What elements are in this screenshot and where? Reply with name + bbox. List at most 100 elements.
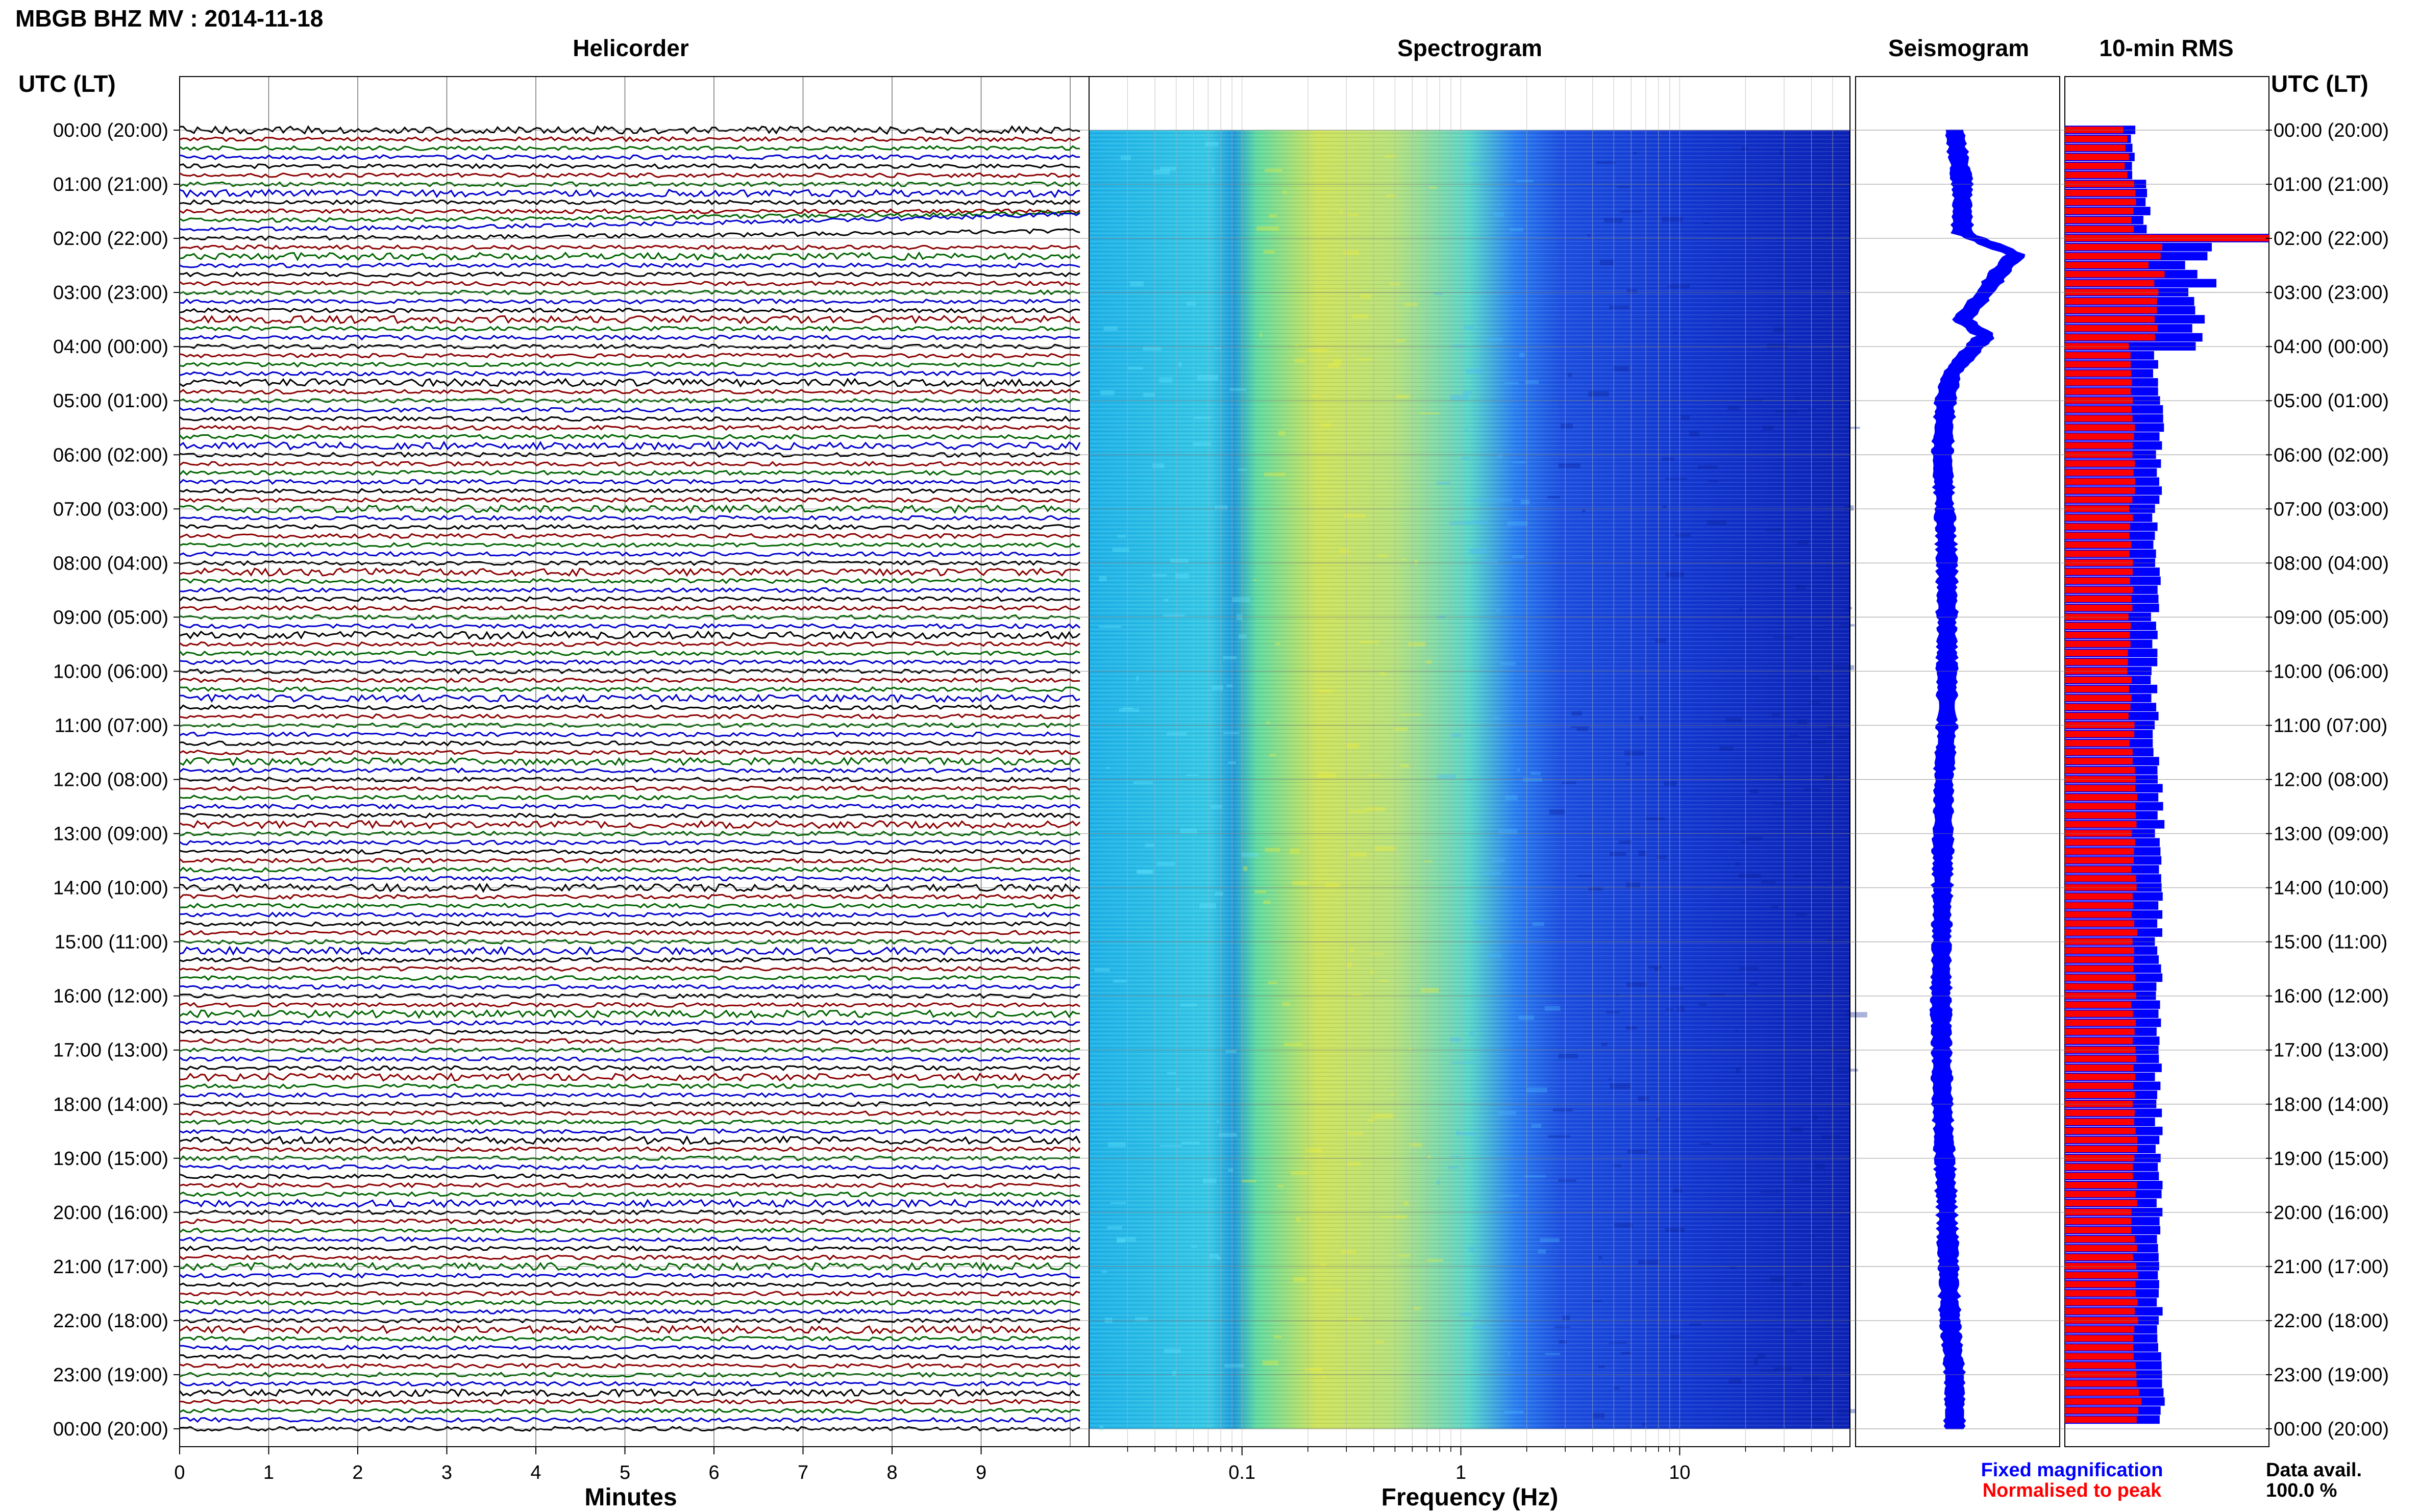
time-label-left: 14:00 (10:00) <box>53 878 168 899</box>
rms-bar-normalised <box>2065 514 2133 521</box>
helicorder-trace <box>179 587 1080 593</box>
time-axis-labels: 00:00 (20:00) 00:00 (20:00) 01:00 (21:00) 0… <box>53 120 2389 1440</box>
spectrogram-speckle <box>1638 1260 1659 1265</box>
rms-bar-normalised <box>2065 334 2155 341</box>
spectrogram-speckle <box>1804 788 1821 790</box>
helicorder-trace <box>179 425 1080 431</box>
time-label-right: 20:00 (16:00) <box>2274 1202 2389 1224</box>
time-label-right: 23:00 (19:00) <box>2274 1365 2389 1386</box>
spectrogram-speckle <box>1112 548 1129 552</box>
rms-bar-normalised <box>2065 1344 2134 1351</box>
rms-bar-normalised <box>2065 1362 2136 1369</box>
helicorder-trace <box>179 605 1080 611</box>
spectrogram-speckle <box>1450 1037 1461 1042</box>
rms-bar-normalised <box>2065 568 2133 575</box>
spectrogram-speckle <box>1727 406 1740 410</box>
spectrogram-speckle <box>1842 427 1860 429</box>
spectrogram-speckle <box>1473 499 1490 502</box>
spectrogram-speckle <box>1347 1132 1363 1135</box>
helicorder-trace <box>179 307 1080 314</box>
spectrogram-speckle <box>1395 394 1410 399</box>
helicorder-trace <box>179 343 1080 350</box>
spectrogram-speckle <box>1609 306 1630 309</box>
spectrogram-speckle <box>1813 834 1821 836</box>
rms-bar-normalised <box>2065 731 2134 737</box>
spectrogram-speckle <box>1524 1175 1546 1178</box>
spectrogram-speckle <box>1619 840 1632 844</box>
spectrogram-speckle <box>1340 209 1342 214</box>
helicorder-trace <box>179 567 1080 577</box>
rms-bar-normalised <box>2065 695 2132 702</box>
spectrogram-speckle <box>1739 608 1743 611</box>
helicorder-trace <box>179 785 1080 791</box>
helicorder-trace <box>179 731 1080 738</box>
spectrogram-speckle <box>1675 533 1691 537</box>
spectrogram-speckle <box>1708 480 1718 482</box>
spectrogram-speckle <box>1419 412 1440 414</box>
spectrogram-speckle <box>1346 743 1360 749</box>
helicorder-trace <box>179 1038 1080 1044</box>
spectrogram-speckle <box>1437 774 1456 780</box>
spectrogram-speckle <box>1429 186 1437 189</box>
helicorder-trace <box>179 668 1080 675</box>
helicorder-trace <box>179 314 1080 325</box>
spectrogram-speckle <box>1159 166 1176 171</box>
spectrogram-speckle <box>1606 1011 1620 1013</box>
spectrogram-speckle <box>1662 217 1683 222</box>
spectrogram-speckle <box>1455 1132 1476 1135</box>
rms-bar-normalised <box>2065 623 2131 629</box>
rms-bar-normalised <box>2065 189 2136 196</box>
helicorder-trace <box>179 965 1080 972</box>
spectrogram-speckle <box>1512 555 1525 558</box>
spectrogram-speckle <box>1561 423 1573 429</box>
rms-title: 10-min RMS <box>2099 35 2233 61</box>
spectrogram-speckle <box>1103 326 1118 331</box>
spectrogram-speckle <box>1452 344 1466 348</box>
spectrogram-speckle <box>1462 457 1470 460</box>
helicorder-trace <box>180 693 1080 704</box>
helicorder-trace <box>179 208 1080 214</box>
spectrogram-speckle <box>1739 874 1761 878</box>
time-label-right: 19:00 (15:00) <box>2274 1148 2389 1170</box>
spectrogram-speckle <box>1106 766 1110 769</box>
helicorder-trace <box>179 1164 1080 1171</box>
helicorder-trace <box>179 136 1080 142</box>
spectrogram-speckle <box>1775 410 1797 413</box>
spectrogram-speckle <box>1558 1179 1576 1182</box>
helicorder-trace <box>179 740 1080 747</box>
spectrogram-speckle <box>1256 226 1279 231</box>
spectrogram-speckle <box>1187 301 1196 306</box>
rms-bar-normalised <box>2065 1227 2132 1233</box>
spectrogram-speckle <box>1510 228 1523 232</box>
spectrogram-speckle <box>1757 1353 1765 1359</box>
helicorder-trace <box>179 578 1080 584</box>
spectrogram-speckle <box>1380 672 1385 676</box>
helicorder-trace <box>179 560 1080 566</box>
spectrogram-speckle <box>1729 1266 1737 1269</box>
spectrogram-speckle <box>1186 774 1198 776</box>
spectrogram-speckle <box>1624 751 1644 756</box>
spectrogram-speckle <box>1810 1234 1815 1237</box>
rms-bar-normalised <box>2065 929 2137 936</box>
spectrogram-speckle <box>1436 482 1450 485</box>
spectrogram-speckle <box>1490 499 1512 502</box>
helicorder-trace <box>179 757 1081 767</box>
spectrogram-speckle <box>1785 1330 1796 1332</box>
spectrogram-speckle <box>1468 520 1489 524</box>
spectrogram-speckle <box>1648 965 1662 969</box>
rms-bar-normalised <box>2065 1109 2135 1117</box>
spectrogram-speckle <box>1401 713 1422 716</box>
spectrogram-speckle <box>1211 685 1223 690</box>
spectrogram-speckle <box>1518 1015 1534 1020</box>
spectrogram-speckle <box>1152 574 1167 577</box>
spectrogram-speckle <box>1808 741 1825 744</box>
spectrogram-speckle <box>1282 1002 1290 1006</box>
spectrogram-speckle <box>1774 1209 1792 1213</box>
helicorder-trace <box>179 1281 1080 1288</box>
spectrogram-speckle <box>1532 922 1544 926</box>
rms-bar-normalised <box>2065 154 2129 160</box>
spectrogram-speckle <box>1698 1003 1707 1006</box>
rms-bar-normalised <box>2065 1416 2137 1423</box>
spectrogram-speckle <box>1199 903 1216 909</box>
spectrogram-speckle <box>1609 1342 1627 1344</box>
